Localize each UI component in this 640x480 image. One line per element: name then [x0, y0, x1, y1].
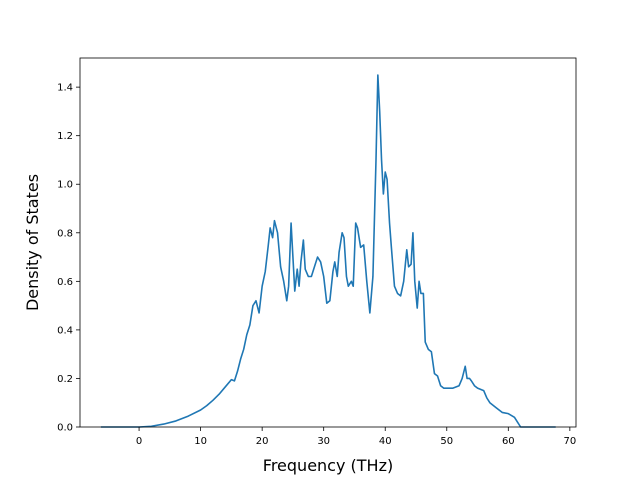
y-tick-label: 0.4 [57, 325, 73, 336]
y-tick-label: 1.4 [57, 83, 73, 94]
x-tick-label: 10 [194, 436, 207, 447]
x-tick-label: 40 [379, 436, 392, 447]
y-tick-label: 0.0 [57, 423, 73, 434]
x-tick-label: 20 [256, 436, 269, 447]
series-layer [100, 74, 556, 428]
y-tick-label: 1.2 [57, 131, 73, 142]
y-tick-label: 0.2 [57, 374, 73, 385]
x-tick-label: 30 [317, 436, 330, 447]
x-axis-title: Frequency (THz) [263, 456, 393, 475]
x-tick-label: 0 [136, 436, 142, 447]
y-axis: 0.0 0.2 0.4 0.6 0.8 1.0 1.2 1.4 [57, 83, 80, 434]
dos-line-series-0 [100, 74, 556, 428]
y-tick-label: 1.0 [57, 180, 73, 191]
y-tick-label: 0.6 [57, 277, 73, 288]
y-tick-label: 0.8 [57, 228, 73, 239]
x-tick-label: 60 [502, 436, 515, 447]
x-axis: 0 10 20 30 40 50 60 70 [136, 427, 576, 447]
x-tick-label: 50 [440, 436, 453, 447]
x-tick-label: 70 [563, 436, 576, 447]
y-axis-title: Density of States [23, 174, 42, 311]
plot-frame [79, 57, 577, 428]
